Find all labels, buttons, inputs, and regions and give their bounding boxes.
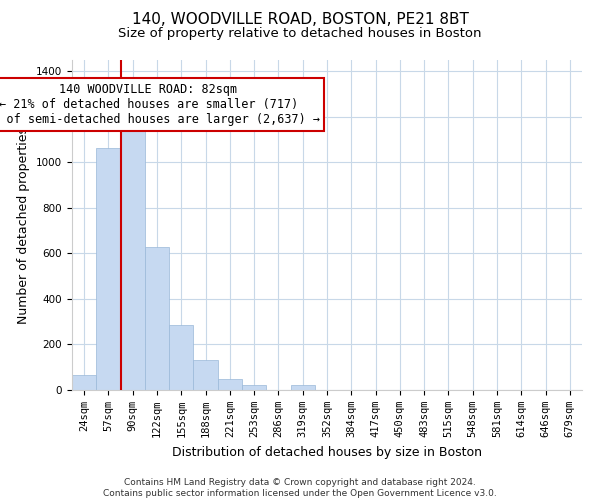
Bar (193, 360, 218, 390)
Text: 140 WOODVILLE ROAD: 82sqm
← 21% of detached houses are smaller (717)
78% of semi: 140 WOODVILLE ROAD: 82sqm ← 21% of detac… (0, 83, 320, 126)
Bar (145, 246, 169, 390)
Text: 140, WOODVILLE ROAD, BOSTON, PE21 8BT: 140, WOODVILLE ROAD, BOSTON, PE21 8BT (131, 12, 469, 28)
Bar (242, 386, 266, 390)
X-axis label: Distribution of detached houses by size in Boston: Distribution of detached houses by size … (172, 446, 482, 458)
Bar (72, 375, 96, 390)
Text: Contains HM Land Registry data © Crown copyright and database right 2024.
Contai: Contains HM Land Registry data © Crown c… (103, 478, 497, 498)
Bar (96, 148, 121, 390)
Bar (290, 386, 315, 390)
Text: Size of property relative to detached houses in Boston: Size of property relative to detached ho… (118, 28, 482, 40)
Bar (121, 127, 145, 390)
Bar (169, 325, 193, 390)
Y-axis label: Number of detached properties: Number of detached properties (17, 126, 31, 324)
Bar (218, 379, 242, 390)
